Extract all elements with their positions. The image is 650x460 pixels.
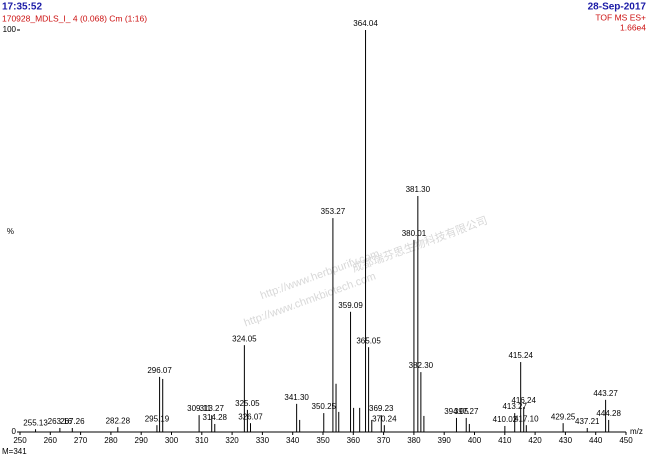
x-tick-label: 400 [468,436,482,445]
x-tick-label: 440 [589,436,603,445]
x-tick-label: 270 [74,436,88,445]
peak-label: 413.27 [502,402,527,411]
peak-label: 295.19 [145,414,170,423]
peak-label: 429.25 [551,412,576,421]
chart-title: 170928_MDLS_I_ 4 (0.068) Cm (1:16) [2,13,147,23]
peak-label: 359.09 [338,301,363,310]
x-tick-label: 350 [316,436,330,445]
footnote: M=341 [2,447,27,456]
peak-label: 394.05 [444,407,469,416]
x-tick-label: 360 [347,436,361,445]
x-tick-label: 340 [286,436,300,445]
peak-label: 324.05 [232,334,257,343]
peak-label: 350.25 [312,402,337,411]
peak-label: 313.27 [199,404,224,413]
x-tick-label: 310 [195,436,209,445]
x-tick-label: 450 [619,436,633,445]
x-tick-label: 370 [377,436,391,445]
watermark: 成都瑞芬思生物科技有限公司 [350,213,489,275]
peak-label: 416.24 [511,396,536,405]
x-tick-label: 420 [528,436,542,445]
peak-label: 381.30 [406,185,431,194]
peak-label: 437.21 [575,417,600,426]
peak-label: 326.07 [238,412,263,421]
peak-label: 369.23 [369,404,394,413]
peak-label: 296.07 [147,366,172,375]
peak-label: 309.11 [187,404,211,413]
y-tick-label: 100 [3,25,17,34]
x-axis-label: m/z [630,427,643,436]
x-tick-label: 300 [165,436,179,445]
peak-label: 382.30 [409,361,434,370]
peak-label: 364.04 [353,19,378,28]
x-tick-label: 320 [225,436,239,445]
x-tick-label: 260 [44,436,58,445]
x-tick-label: 250 [13,436,27,445]
peak-label: 410.02 [493,415,518,424]
time: 17:35:52 [2,2,42,13]
peak-label: 341.30 [284,393,309,402]
scale-label: 1.66e4 [620,22,646,32]
peak-label: 444.28 [596,409,621,418]
peak-label: 370.24 [372,414,397,423]
peak-label: 255.13 [23,418,48,427]
peak-label: 267.26 [60,417,85,426]
peak-label: 353.27 [321,207,346,216]
date: 28-Sep-2017 [588,2,647,13]
peak-label: 380.01 [402,229,427,238]
x-tick-label: 410 [498,436,512,445]
peak-label: 397.27 [454,407,479,416]
y-axis-label: % [7,227,14,236]
y-tick-label: 0 [12,427,17,436]
x-tick-label: 390 [438,436,452,445]
peak-label: 417.10 [514,414,539,423]
peak-label: 325.05 [235,399,260,408]
x-tick-label: 280 [104,436,118,445]
peak-label: 365.05 [356,336,381,345]
peak-label: 263.16 [48,417,73,426]
peak-label: 282.28 [106,416,131,425]
peak-label: 415.24 [508,351,533,360]
x-tick-label: 380 [407,436,421,445]
peak-label: 443.27 [593,389,618,398]
x-tick-label: 290 [135,436,149,445]
x-tick-label: 330 [256,436,270,445]
peak-label: 314.28 [203,413,228,422]
instrument: TOF MS ES+ [595,12,646,22]
x-tick-label: 430 [559,436,573,445]
